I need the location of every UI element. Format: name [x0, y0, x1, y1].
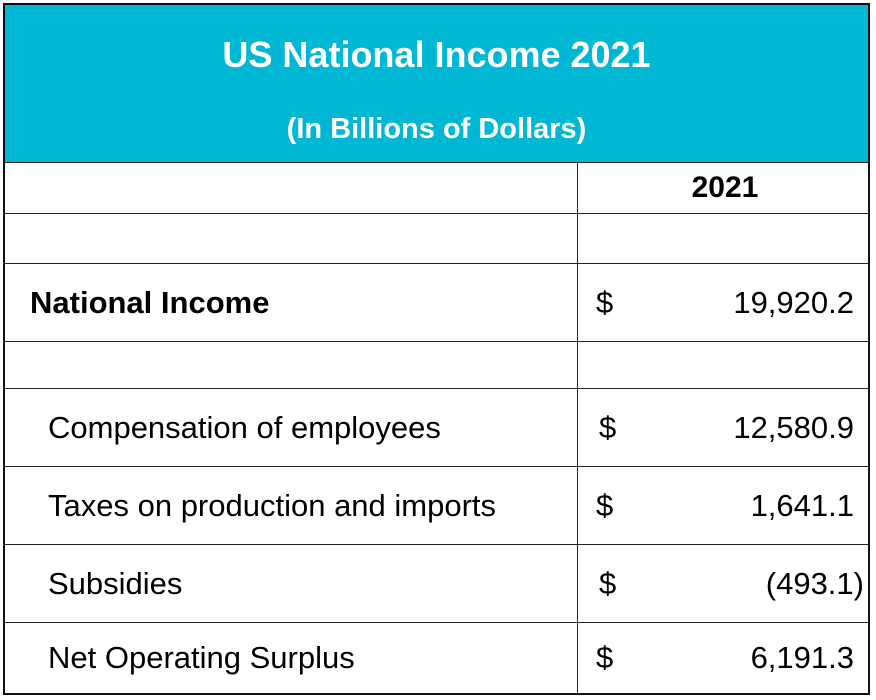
row-amount: 1,641.1	[750, 487, 854, 523]
header-label-cell	[5, 163, 578, 213]
table-subtitle: (In Billions of Dollars)	[286, 113, 587, 145]
row-label: Taxes on production and imports	[5, 467, 578, 544]
header-value-cell: 2021	[578, 163, 868, 213]
blank-value-cell	[578, 342, 868, 388]
row-value-cell: $ 6,191.3	[578, 623, 868, 693]
currency-symbol: $	[596, 640, 614, 675]
blank-label-cell	[5, 214, 578, 263]
table-row: Taxes on production and imports $ 1,641.…	[5, 466, 868, 544]
currency-symbol: $	[599, 409, 617, 445]
year-header-row: 2021	[5, 162, 868, 213]
row-amount: 12,580.9	[733, 409, 854, 445]
blank-value-cell	[578, 214, 868, 263]
table-title: US National Income 2021	[222, 34, 651, 75]
row-label: Compensation of employees	[5, 389, 578, 466]
table-row: Net Operating Surplus $ 6,191.3	[5, 622, 868, 693]
row-label: Net Operating Surplus	[5, 623, 578, 693]
table-row: National Income $ 19,920.2	[5, 263, 868, 341]
row-amount: 6,191.3	[750, 640, 854, 675]
currency-symbol: $	[596, 284, 614, 320]
blank-label-cell	[5, 342, 578, 388]
row-amount: 19,920.2	[733, 284, 854, 320]
blank-row	[5, 341, 868, 388]
currency-symbol: $	[599, 565, 617, 601]
row-label: Subsidies	[5, 545, 578, 622]
currency-symbol: $	[596, 487, 614, 523]
blank-row	[5, 213, 868, 263]
row-value-cell: $ 12,580.9	[578, 389, 868, 466]
income-table: US National Income 2021 (In Billions of …	[3, 3, 870, 695]
table-row: Compensation of employees $ 12,580.9	[5, 388, 868, 466]
row-value-cell: $ (493.1)	[578, 545, 868, 622]
table-row: Subsidies $ (493.1)	[5, 544, 868, 622]
table-header: US National Income 2021 (In Billions of …	[5, 5, 868, 162]
row-label: National Income	[5, 264, 578, 341]
year-header: 2021	[691, 171, 759, 204]
row-value-cell: $ 19,920.2	[578, 264, 868, 341]
row-value-cell: $ 1,641.1	[578, 467, 868, 544]
row-amount: (493.1)	[765, 565, 864, 601]
